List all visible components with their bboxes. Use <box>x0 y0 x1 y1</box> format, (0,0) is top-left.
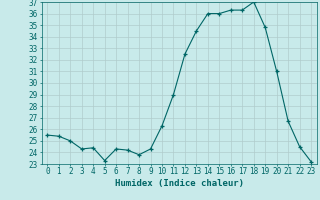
X-axis label: Humidex (Indice chaleur): Humidex (Indice chaleur) <box>115 179 244 188</box>
